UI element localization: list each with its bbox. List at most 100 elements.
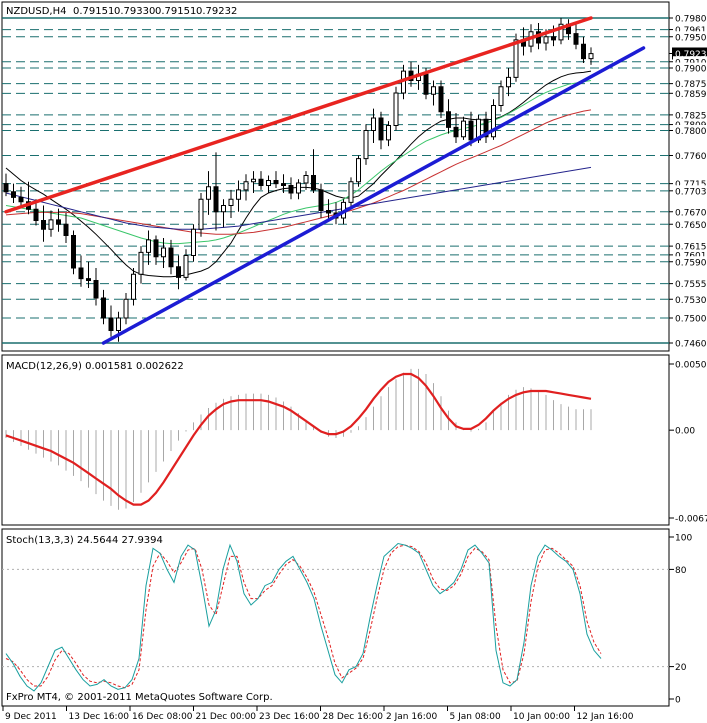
candle-body: [236, 189, 241, 200]
macd-signal: [5, 372, 592, 506]
time-label: 9 Dec 2011: [5, 712, 57, 722]
upper-channel-line: [4, 16, 593, 214]
stochastic-axis-label: 100: [675, 534, 692, 544]
candle-body: [131, 273, 136, 300]
candle-body: [168, 247, 174, 268]
candle-body: [431, 86, 436, 95]
candle-body: [386, 125, 391, 141]
ma-navy-line: [5, 166, 592, 230]
candle-body: [33, 208, 39, 221]
lower-channel-line: [101, 46, 646, 345]
candle-body: [206, 186, 211, 200]
macd-signal-line: [5, 372, 592, 506]
symbol-header: NZDUSD,H4: [6, 6, 66, 17]
candle-body: [116, 317, 121, 331]
price-label-bg: [673, 24, 707, 36]
ohlc-close: 0.79232: [196, 6, 237, 17]
candle-body: [461, 120, 466, 138]
stochastic-axis: 100 80 20 0: [669, 534, 692, 706]
candle-body: [56, 219, 61, 225]
candle-body: [498, 86, 504, 106]
stochastic-axis-label: 80: [675, 566, 687, 576]
candle-body: [243, 181, 249, 191]
candle-body: [446, 111, 451, 128]
candle-body: [11, 191, 16, 198]
price-label-bg: [673, 150, 707, 161]
candle-body: [551, 36, 556, 41]
price-axis: 0.798000.796150.795000.792320.791000.790…: [669, 12, 707, 350]
stochastic-header: Stoch(13,3,3) 24.5644 27.9394: [6, 535, 163, 546]
candle-body: [258, 178, 264, 186]
candle-body: [266, 180, 271, 186]
price-label-bg: [673, 31, 707, 43]
price-label-bg: [673, 206, 707, 218]
candle-body: [573, 33, 579, 45]
current-price-label: 0.79232: [675, 50, 707, 60]
candle-body: [176, 266, 181, 278]
time-label: 23 Dec 16:00: [259, 712, 320, 722]
macd-header: MACD(12,26,9) 0.001581 0.002622: [6, 361, 184, 372]
stochastic-lines: [5, 542, 602, 692]
trendlines: [4, 16, 646, 345]
candle-body: [221, 205, 226, 213]
candle-body: [311, 175, 316, 191]
price-label-bg: [673, 78, 707, 90]
stochastic-signal-line: [5, 544, 602, 689]
candle-body: [48, 219, 54, 230]
price-label-bg: [673, 240, 707, 252]
candle-body: [18, 196, 24, 203]
time-label: 16 Dec 08:00: [132, 712, 193, 722]
ohlc-open: 0.79151: [73, 6, 114, 17]
time-label: 28 Dec 16:00: [323, 712, 384, 722]
time-label: 13 Dec 16:00: [69, 712, 130, 722]
macd-histogram: [5, 368, 592, 510]
candle-body: [108, 317, 114, 331]
candle-body: [198, 198, 204, 230]
macd-axis-label: 0.00507: [675, 361, 707, 371]
price-label-bg: [673, 337, 707, 349]
candle-body: [348, 181, 354, 203]
candle-body: [191, 228, 196, 256]
candle-body: [146, 239, 151, 253]
candle-body: [93, 280, 99, 299]
candle-body: [491, 105, 496, 138]
price-label-bg: [673, 218, 707, 230]
macd-axis-label: -0.00673: [675, 515, 707, 525]
candle-body: [326, 210, 331, 214]
candle-body: [213, 186, 219, 213]
price-pane[interactable]: NZDUSD,H4 0.79151 0.79330 0.79151 0.7923…: [1, 1, 670, 352]
candle-body: [183, 255, 189, 278]
price-label-bg: [673, 12, 707, 24]
price-label: 0.79615: [675, 26, 707, 36]
time-axis: 9 Dec 2011 13 Dec 16:00 16 Dec 08:00 21 Dec…: [2, 705, 669, 722]
candle-body: [71, 235, 76, 269]
price-label-bg: [673, 125, 707, 136]
candle-body: [423, 73, 429, 95]
candle-body: [288, 185, 294, 194]
stochastic-levels: [2, 568, 669, 668]
macd-pane[interactable]: MACD(12,26,9) 0.001581 0.002622: [1, 354, 670, 526]
price-label: 0.78595: [675, 90, 707, 100]
candle-body: [78, 267, 84, 280]
candle-body: [393, 92, 399, 126]
price-label-bg: [673, 109, 707, 121]
candle-body: [356, 158, 361, 183]
price-label-bg: [673, 256, 707, 268]
price-label-bg: [673, 185, 707, 197]
price-label-bg: [673, 293, 707, 305]
candle-body: [138, 251, 144, 275]
price-level-lines: [2, 17, 669, 344]
candle-body: [581, 43, 586, 60]
